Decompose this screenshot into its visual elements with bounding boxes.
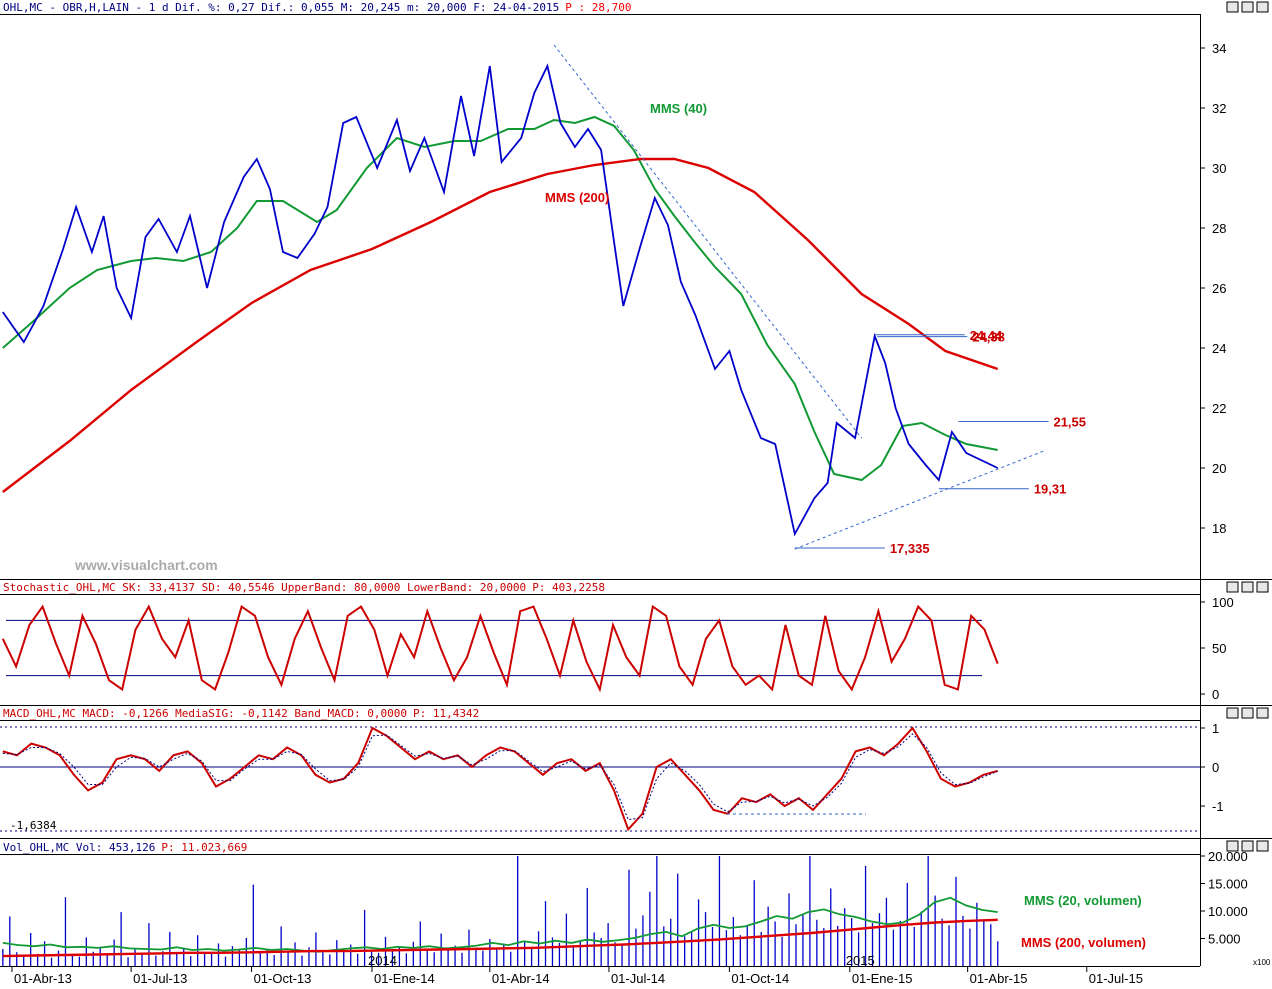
vol-header-text: Vol_OHL,MC Vol: 453,126	[3, 841, 155, 854]
x-tick-label: 01-Oct-13	[254, 971, 312, 986]
price-minimize-icon	[1226, 1, 1239, 13]
year-label: 2014	[368, 953, 397, 968]
vol-maximize-icon	[1241, 840, 1254, 852]
macd-header-text: MACD_OHL,MC MACD: -0,1266 MediaSIG: -0,1…	[3, 707, 407, 720]
series-mms-40	[2, 115, 998, 482]
macd-header: MACD_OHL,MC MACD: -0,1266 MediaSIG: -0,1…	[3, 707, 479, 720]
year-label: 2015	[846, 953, 875, 968]
stoch-close-icon	[1256, 581, 1269, 593]
price-ytick-label: 32	[1212, 101, 1226, 116]
price-plot	[2, 44, 1047, 550]
vol-ytick-label: 5.000	[1208, 932, 1241, 947]
series-trend-up	[794, 449, 1047, 550]
stoch-y-axis: 0 50 100	[1200, 595, 1234, 702]
x-tick-label: 01-Oct-14	[731, 971, 789, 986]
series-price	[2, 63, 999, 537]
x-axis: 01-Abr-13 01-Jul-13 01-Oct-13 01-Ene-14 01-A…	[11, 953, 1143, 986]
ma200-label: MMS (200)	[545, 190, 609, 205]
macd-header-p: P: 11,4342	[413, 707, 479, 720]
macd-plot	[0, 726, 1200, 832]
macd-minimize-icon	[1226, 707, 1239, 719]
macd-close-icon	[1256, 707, 1269, 719]
series-trend-down	[553, 44, 862, 439]
stoch-ytick-label: 100	[1212, 595, 1234, 610]
vol-ma200-label: MMS (200, volumen)	[1021, 935, 1146, 950]
macd-ytick-label: -1	[1212, 799, 1224, 814]
panel-frames	[0, 14, 1272, 967]
vol-ytick-label: 20.000	[1208, 849, 1248, 864]
series-mms-200	[2, 157, 999, 493]
annotation-label: 24,44	[970, 328, 1003, 343]
vol-ytick-label: 15.000	[1208, 877, 1248, 892]
stoch-header: Stochastic_OHL,MC SK: 33,4137 SD: 40,554…	[3, 581, 605, 594]
macd-ytick-label: 0	[1212, 760, 1219, 775]
series-stoch-sk	[1, 604, 999, 693]
stoch-minimize-icon	[1226, 581, 1239, 593]
price-y-axis: 18 20 22 24 26 28 30 32 34	[1200, 41, 1226, 536]
vol-minimize-icon	[1226, 840, 1239, 852]
price-ytick-label: 28	[1212, 221, 1226, 236]
stoch-header-text: Stochastic_OHL,MC SK: 33,4137 SD: 40,554…	[3, 581, 526, 594]
x-tick-label: 01-Jul-14	[611, 971, 665, 986]
x-tick-label: 01-Jul-15	[1089, 971, 1143, 986]
stoch-ytick-label: 50	[1212, 641, 1226, 656]
price-ytick-label: 24	[1212, 341, 1226, 356]
series-mediasig	[2, 733, 998, 821]
series-vol-ma200	[2, 918, 998, 958]
vol-close-icon	[1256, 840, 1269, 852]
annotation-label: 21,55	[1053, 415, 1086, 430]
x-tick-label: 01-Abr-13	[14, 971, 72, 986]
vol-plot	[2, 856, 999, 966]
stoch-maximize-icon	[1241, 581, 1254, 593]
macd-y-axis: -1 0 1	[1200, 721, 1224, 814]
window-controls	[1226, 1, 1269, 852]
price-ytick-label: 18	[1212, 521, 1226, 536]
price-maximize-icon	[1241, 1, 1254, 13]
watermark: www.visualchart.com	[74, 557, 218, 573]
price-ytick-label: 26	[1212, 281, 1226, 296]
series-vol-ma20	[2, 896, 998, 953]
x-tick-label: 01-Ene-15	[852, 971, 913, 986]
stoch-plot	[1, 604, 999, 693]
vol-ytick-label: 10.000	[1208, 904, 1248, 919]
x-tick-label: 01-Jul-13	[133, 971, 187, 986]
x-tick-label: 01-Ene-14	[374, 971, 435, 986]
price-close-icon	[1256, 1, 1269, 13]
price-ytick-label: 20	[1212, 461, 1226, 476]
vol-ma20-label: MMS (20, volumen)	[1024, 893, 1142, 908]
vol-scale-note: x100	[1253, 958, 1271, 967]
stoch-ytick-label: 0	[1212, 687, 1219, 702]
vol-header: Vol_OHL,MC Vol: 453,126 P: 11.023,669	[3, 841, 247, 854]
macd-min-label: -1,6384	[10, 819, 57, 832]
price-header-text: OHL,MC - OBR,H,LAIN - 1 d Dif. %: 0,27 D…	[3, 1, 559, 14]
vol-y-axis: 5.000 10.000 15.000 20.000	[1200, 849, 1248, 947]
annotation-label: 19,31	[1034, 482, 1067, 497]
x-tick-label: 01-Abr-14	[492, 971, 550, 986]
macd-ytick-label: 1	[1212, 721, 1219, 736]
macd-maximize-icon	[1241, 707, 1254, 719]
x-tick-label: 01-Abr-15	[970, 971, 1028, 986]
stoch-header-p: P: 403,2258	[532, 581, 605, 594]
price-ytick-label: 22	[1212, 401, 1226, 416]
price-ytick-label: 34	[1212, 41, 1226, 56]
ma40-label: MMS (40)	[650, 101, 707, 116]
price-header: OHL,MC - OBR,H,LAIN - 1 d Dif. %: 0,27 D…	[3, 1, 632, 14]
vol-header-p: P: 11.023,669	[161, 841, 247, 854]
price-header-p: P : 28,700	[565, 1, 631, 14]
series-macd	[2, 726, 998, 832]
annotation-label: 17,335	[890, 541, 930, 556]
annotation-label: 24,38	[972, 330, 1005, 345]
price-ytick-label: 30	[1212, 161, 1226, 176]
